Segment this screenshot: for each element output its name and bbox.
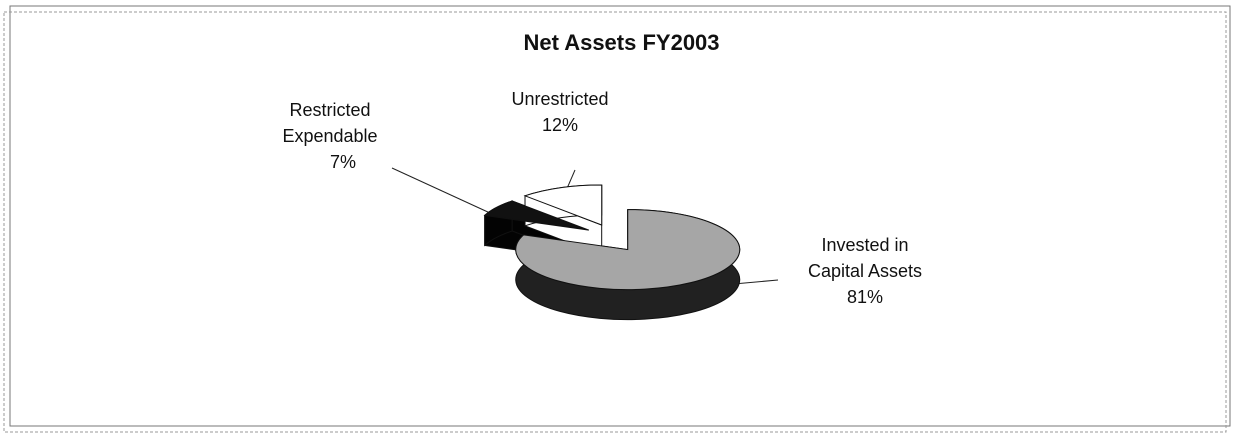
frame [9, 5, 1231, 427]
chart-title: Net Assets FY2003 [523, 30, 720, 55]
value-label: 7% [329, 152, 356, 172]
slice-label: Invested in Capital Assets 81% [775, 232, 955, 310]
value-label: 12% [541, 115, 579, 135]
category-label: Restricted Expendable [282, 100, 378, 146]
frame-outer [3, 11, 1227, 433]
value-label: 81% [846, 287, 884, 307]
pie-slice [483, 200, 590, 231]
slice-label: Unrestricted 12% [480, 86, 640, 138]
category-label: Unrestricted [511, 89, 609, 109]
slice-label: Restricted Expendable 7% [255, 97, 405, 175]
leader-line [391, 167, 491, 214]
category-label: Invested in Capital Assets [807, 235, 923, 281]
pie-slice [523, 184, 603, 226]
pie [483, 184, 741, 321]
pie-slice [515, 209, 741, 291]
